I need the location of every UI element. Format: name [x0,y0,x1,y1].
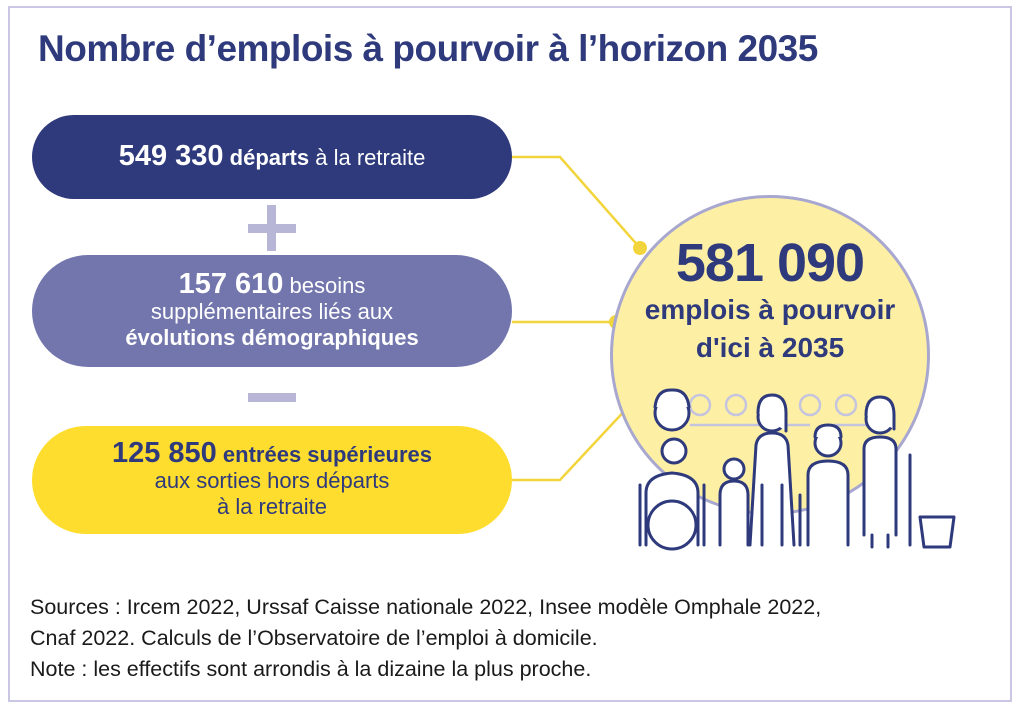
sources-line2: Cnaf 2022. Calculs de l’Observatoire de … [30,626,598,650]
retirement-label: à la retraite [315,145,426,170]
demographic-line3: évolutions démographiques [125,325,419,350]
retirement-number: 549 330 [118,140,224,172]
entries-label-bold: entrées supérieures [222,442,433,467]
total-label-line2: d'ici à 2035 [695,332,845,363]
total-label-line1: emplois à pourvoir [644,294,896,325]
page-title: Nombre d’emplois à pourvoir à l’horizon … [38,28,818,69]
entries-number: 125 850 [111,437,217,469]
demographic-needs-box: 157 610 besoins supplémentaires liés aux… [32,255,512,367]
total-number: 581 090 [675,233,865,293]
sources-line1: Sources : Ircem 2022, Urssaf Caisse nati… [30,595,822,619]
net-entries-box: 125 850 entrées supérieures aux sorties … [32,426,512,534]
sources-line3: Note : les effectifs sont arrondis à la … [30,657,592,681]
demographic-number: 157 610 [178,268,284,300]
retirement-departures-box: 549 330 départs à la retraite [32,115,512,199]
entries-line2: aux sorties hors départs [154,468,390,493]
demographic-line2: supplémentaires liés aux [150,299,394,324]
retirement-label-bold: départs [229,145,310,170]
entries-line3: à la retraite [216,494,328,519]
sources-note: Sources : Ircem 2022, Urssaf Caisse nati… [30,592,1010,685]
minus-icon [248,393,296,402]
plus-icon-vertical [267,205,276,251]
demographic-label: besoins [289,273,366,298]
people-group-icon [638,388,956,551]
